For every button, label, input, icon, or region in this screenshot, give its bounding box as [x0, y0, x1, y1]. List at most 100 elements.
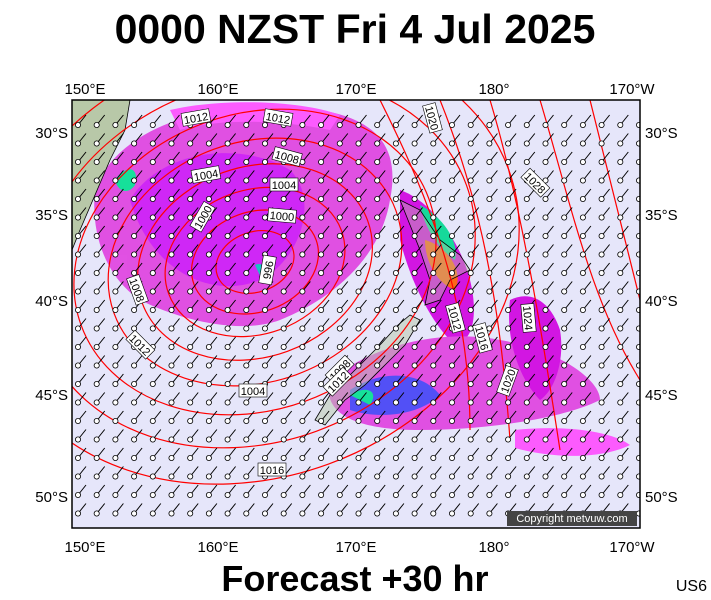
wind-station — [187, 491, 194, 498]
wind-station — [168, 380, 175, 387]
wind-station — [168, 436, 175, 443]
wind-station — [486, 122, 493, 129]
wind-station — [205, 436, 212, 443]
wind-station — [112, 306, 119, 313]
wind-station — [617, 214, 624, 221]
wind-station — [598, 343, 605, 350]
wind-station — [448, 195, 455, 202]
wind-station — [93, 232, 100, 239]
wind-station — [131, 362, 138, 369]
wind-station — [505, 288, 512, 295]
wind-station — [243, 269, 250, 276]
wind-station — [430, 399, 437, 406]
wind-station — [93, 122, 100, 129]
wind-station — [187, 195, 194, 202]
wind-station — [392, 122, 399, 129]
wind-station — [561, 325, 568, 332]
wind-station — [561, 343, 568, 350]
wind-station — [224, 436, 231, 443]
wind-station — [486, 195, 493, 202]
longitude-label: 160°E — [197, 539, 238, 556]
isobar-label-box — [258, 254, 277, 286]
wind-station — [542, 177, 549, 184]
wind-station — [205, 343, 212, 350]
isobar-label-box — [269, 177, 299, 192]
wind-station — [392, 343, 399, 350]
wind-station — [224, 473, 231, 480]
longitude-label: 160°E — [197, 81, 238, 98]
wind-station — [261, 454, 268, 461]
latitude-label: 40°S — [645, 293, 678, 310]
wind-station — [542, 232, 549, 239]
wind-station — [131, 417, 138, 424]
wind-station — [374, 510, 381, 517]
wind-station — [243, 454, 250, 461]
wind-station — [75, 288, 82, 295]
longitude-label: 170°E — [335, 539, 376, 556]
wind-station — [542, 269, 549, 276]
wind-station — [205, 380, 212, 387]
longitude-label: 170°W — [609, 539, 655, 556]
wind-station — [261, 491, 268, 498]
wind-station — [561, 177, 568, 184]
wind-station — [168, 269, 175, 276]
isobar — [589, 100, 640, 301]
wind-station — [318, 380, 325, 387]
wind-station — [448, 288, 455, 295]
wind-station — [505, 195, 512, 202]
wind-station — [318, 399, 325, 406]
wind-station — [561, 399, 568, 406]
wind-station — [318, 232, 325, 239]
wind-station — [486, 454, 493, 461]
wind-station — [523, 122, 530, 129]
isobar-label: 1012 — [183, 111, 209, 127]
wind-station — [579, 177, 586, 184]
wind-station — [579, 251, 586, 258]
wind-station — [93, 380, 100, 387]
wind-station — [261, 343, 268, 350]
wind-station — [149, 232, 156, 239]
wind-station — [261, 362, 268, 369]
wind-station — [636, 455, 640, 461]
wind-station — [299, 362, 306, 369]
wind-station — [75, 306, 82, 313]
wind-station — [636, 214, 640, 221]
wind-station — [523, 140, 530, 147]
wind-station — [430, 251, 437, 258]
wind-station — [336, 510, 343, 517]
wind-station — [243, 251, 250, 258]
wind-station — [561, 491, 568, 498]
wind-station — [523, 454, 530, 461]
wind-station — [131, 158, 138, 165]
wind-station — [561, 362, 568, 369]
wind-station — [93, 269, 100, 276]
wind-station — [598, 417, 605, 424]
wind-station — [448, 399, 455, 406]
isobar-label: 1004 — [241, 386, 265, 398]
wind-station — [205, 510, 212, 517]
wind-station — [187, 214, 194, 221]
wind-station — [243, 140, 250, 147]
isobar-label-group: 1012 — [180, 108, 212, 127]
wind-station — [299, 380, 306, 387]
wind-station — [243, 195, 250, 202]
wind-station — [374, 325, 381, 332]
wind-station — [598, 214, 605, 221]
wind-station — [261, 214, 268, 221]
wind-station — [187, 417, 194, 424]
wind-station — [205, 473, 212, 480]
wind-station — [131, 325, 138, 332]
wind-station — [112, 269, 119, 276]
wind-station — [355, 343, 362, 350]
map-frame — [71, 99, 641, 529]
wind-station — [448, 177, 455, 184]
wind-station — [392, 269, 399, 276]
wind-station — [131, 399, 138, 406]
latitude-label: 35°S — [645, 207, 678, 224]
wind-station — [280, 454, 287, 461]
wind-station — [467, 251, 474, 258]
wind-station — [93, 343, 100, 350]
isobar-label: 1024 — [520, 305, 534, 330]
wind-station — [318, 158, 325, 165]
wind-station — [505, 473, 512, 480]
